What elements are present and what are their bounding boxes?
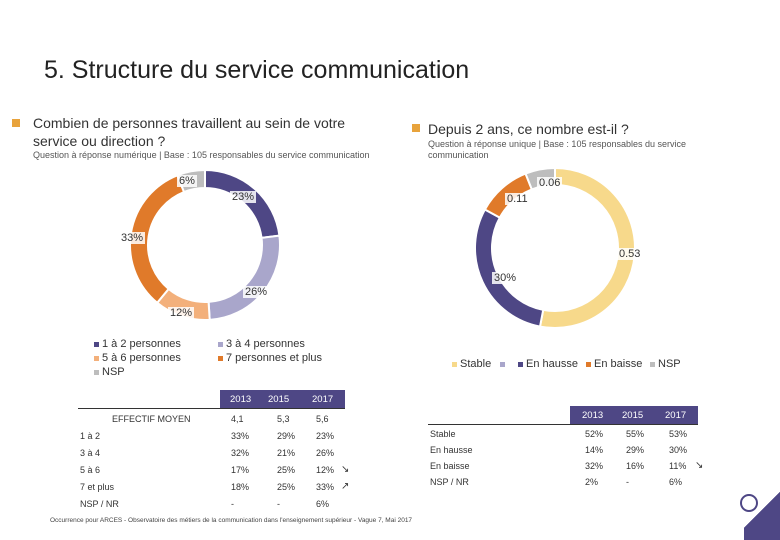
- legend-swatch: [218, 341, 223, 347]
- table-cell: 25%: [277, 482, 296, 492]
- trend-down-arrow-icon: ↘: [341, 464, 350, 475]
- table-cell: -: [231, 499, 234, 509]
- corner-ring-decoration: [740, 494, 758, 512]
- legend-item: En hausse: [518, 358, 578, 370]
- table-cell: 53%: [669, 429, 688, 439]
- year-header: 2015: [268, 394, 290, 405]
- left-question: Combien de personnes travaillent au sein…: [33, 115, 346, 149]
- legend-item: Stable: [452, 358, 491, 370]
- legend-item: 1 à 2 personnes: [94, 338, 181, 350]
- table-cell: -: [277, 499, 280, 509]
- year-header: 2013: [230, 394, 252, 405]
- year-header: 2013: [582, 410, 604, 421]
- legend-swatch: [94, 341, 99, 347]
- table-cell: 23%: [316, 431, 335, 441]
- table-cell: 11%: [669, 461, 687, 471]
- table-cell: 5,6: [316, 414, 329, 424]
- left-slice-label: 33%: [119, 232, 146, 244]
- left-slice-label: 26%: [243, 286, 270, 298]
- table-cell: 14%: [585, 445, 604, 455]
- right-slice-label: 0.11: [505, 193, 530, 205]
- legend-swatch: [218, 355, 223, 361]
- donut-slice-3-4-personnes: [207, 234, 281, 321]
- left-slice-label: 12%: [168, 307, 195, 319]
- question-bullet-left: [12, 119, 20, 127]
- left-donut-chart: [129, 168, 281, 321]
- legend-swatch: [94, 355, 99, 361]
- table-row-label: 5 à 6: [80, 465, 101, 475]
- table-row-label: NSP / NR: [430, 477, 469, 487]
- table-row-label: En baisse: [430, 461, 470, 471]
- table-cell: 30%: [669, 445, 688, 455]
- legend-item: NSP: [650, 358, 681, 370]
- left-table-header: 2013 2015 2017: [220, 390, 345, 408]
- right-table-header: 2013 2015 2017: [570, 406, 698, 424]
- table-cell: 4,1: [231, 414, 244, 424]
- table-cell: 32%: [585, 461, 604, 471]
- right-slice-label: 0.53: [617, 248, 643, 260]
- right-slice-label: 0.06: [537, 177, 563, 189]
- table-divider: [78, 408, 345, 409]
- right-slice-label: 30%: [492, 272, 519, 284]
- table-cell: 29%: [277, 431, 296, 441]
- table-cell: 26%: [316, 448, 335, 458]
- table-row-label: Stable: [430, 429, 456, 439]
- legend-item: NSP: [94, 366, 125, 378]
- legend-swatch: [452, 361, 457, 367]
- donut-slice-1-2-personnes: [204, 168, 281, 239]
- legend-item: En baisse: [586, 358, 642, 370]
- trend-down-arrow-icon: ↘: [695, 460, 704, 471]
- table-cell: 6%: [669, 477, 683, 487]
- table-row-label: 3 à 4: [80, 448, 101, 458]
- legend-swatch: [586, 361, 591, 367]
- left-subtitle: Question à réponse numérique | Base : 10…: [33, 150, 370, 160]
- legend-swatch: [650, 361, 655, 367]
- year-header: 2017: [665, 410, 687, 421]
- table-cell: 33%: [231, 431, 250, 441]
- trend-up-arrow-icon: ↗: [341, 481, 350, 492]
- year-header: 2015: [622, 410, 644, 421]
- table-row-label: 1 à 2: [80, 431, 101, 441]
- table-cell: 52%: [585, 429, 604, 439]
- table-cell: 6%: [316, 499, 330, 509]
- legend-swatch: [500, 361, 505, 367]
- table-cell: 17%: [231, 465, 250, 475]
- table-cell: 55%: [626, 429, 645, 439]
- table-row-label: EFFECTIF MOYEN: [112, 414, 191, 424]
- donut-slice-en-hausse: [474, 208, 545, 328]
- table-row-label: NSP / NR: [80, 499, 119, 509]
- legend-item: 5 à 6 personnes: [94, 352, 181, 364]
- right-subtitle: Question à réponse unique | Base : 105 r…: [428, 139, 687, 160]
- footnote: Occurrence pour ARCES - Observatoire des…: [50, 517, 413, 524]
- table-row-label: 7 et plus: [80, 482, 115, 492]
- table-cell: 21%: [277, 448, 296, 458]
- table-cell: 5,3: [277, 414, 290, 424]
- question-bullet-right: [412, 124, 420, 132]
- table-row-label: En hausse: [430, 445, 473, 455]
- table-divider: [428, 424, 698, 425]
- left-slice-label: 23%: [230, 191, 257, 203]
- legend-item: 3 à 4 personnes: [218, 338, 305, 350]
- legend-swatch: [518, 361, 523, 367]
- table-cell: -: [626, 477, 629, 487]
- right-question: Depuis 2 ans, ce nombre est-il ?: [428, 121, 629, 137]
- left-slice-label: 6%: [177, 175, 197, 187]
- year-header: 2017: [312, 394, 334, 405]
- table-cell: 32%: [231, 448, 250, 458]
- legend-item: [500, 358, 508, 370]
- table-cell: 25%: [277, 465, 296, 475]
- table-cell: 29%: [626, 445, 645, 455]
- table-cell: 2%: [585, 477, 599, 487]
- table-cell: 16%: [626, 461, 645, 471]
- legend-swatch: [94, 369, 99, 375]
- table-cell: 12%: [316, 465, 335, 475]
- table-cell: 33%: [316, 482, 335, 492]
- legend-item: 7 personnes et plus: [218, 352, 322, 364]
- table-cell: 18%: [231, 482, 250, 492]
- page-title: 5. Structure du service communication: [44, 56, 470, 84]
